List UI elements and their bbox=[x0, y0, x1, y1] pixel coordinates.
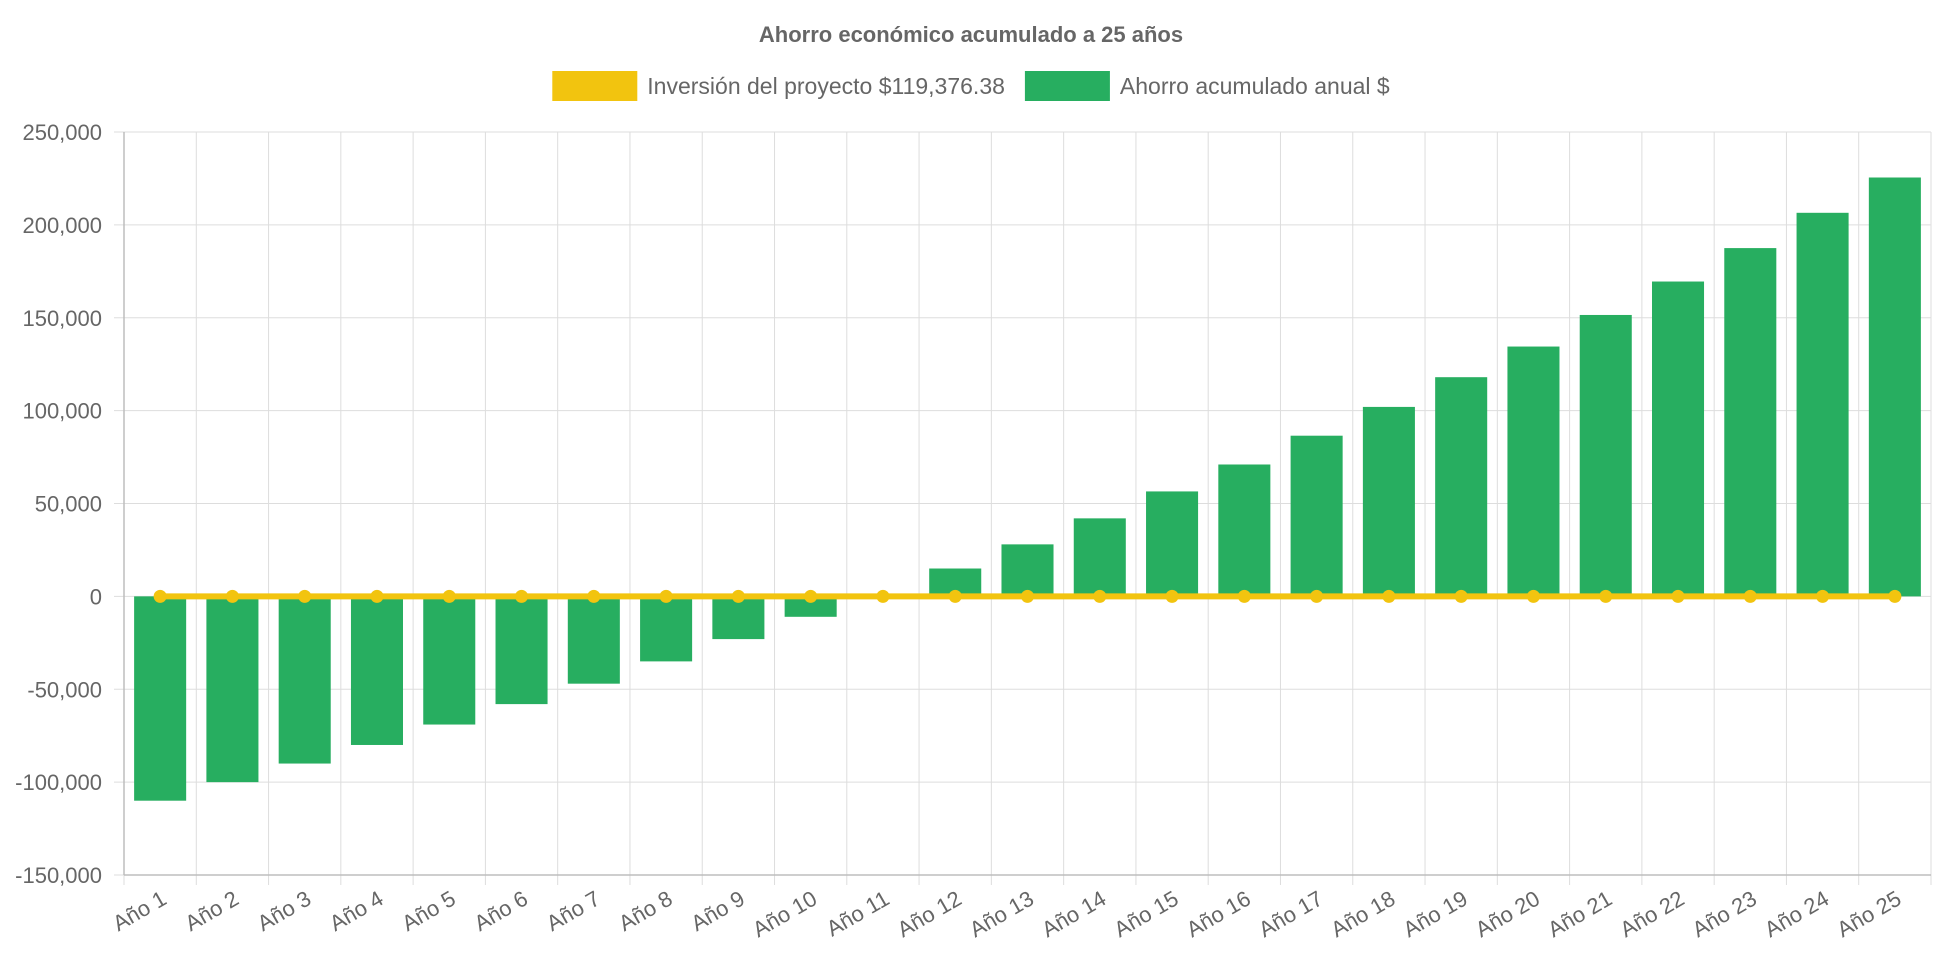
bar-9 bbox=[712, 596, 765, 640]
x-tick-label: Año 8 bbox=[614, 886, 676, 936]
legend-item[interactable]: Ahorro acumulado anual $ bbox=[1024, 71, 1390, 101]
bar-2 bbox=[206, 596, 259, 783]
y-tick-label: 100,000 bbox=[22, 399, 102, 424]
bar-6 bbox=[495, 596, 548, 705]
y-tick-label: 0 bbox=[90, 584, 102, 609]
bar-24 bbox=[1796, 212, 1849, 597]
y-tick-label: -100,000 bbox=[15, 770, 102, 795]
x-tick-label: Año 18 bbox=[1327, 886, 1400, 943]
x-tick-label: Año 5 bbox=[397, 886, 459, 936]
line-point-16 bbox=[1237, 589, 1251, 603]
line-point-15 bbox=[1165, 589, 1179, 603]
legend: Inversión del proyecto $119,376.38 Ahorro… bbox=[552, 71, 1390, 101]
x-tick-label: Año 25 bbox=[1832, 886, 1905, 943]
y-tick-label: -150,000 bbox=[15, 863, 102, 888]
bar-8 bbox=[640, 596, 693, 662]
x-tick-label: Año 19 bbox=[1399, 886, 1472, 943]
line-point-25 bbox=[1888, 589, 1902, 603]
line-point-10 bbox=[804, 589, 818, 603]
line-point-7 bbox=[587, 589, 601, 603]
bar-4 bbox=[350, 596, 404, 745]
legend-label: Inversión del proyecto $119,376.38 bbox=[647, 73, 1005, 99]
x-tick-label: Año 21 bbox=[1543, 886, 1616, 943]
bar-series bbox=[134, 177, 1921, 801]
line-point-6 bbox=[515, 589, 529, 603]
x-tick-label: Año 13 bbox=[965, 886, 1038, 943]
x-tick-label: Año 15 bbox=[1110, 886, 1183, 943]
legend-swatch bbox=[552, 71, 638, 101]
line-point-20 bbox=[1526, 589, 1540, 603]
bar-23 bbox=[1724, 248, 1777, 597]
x-tick-label: Año 14 bbox=[1037, 886, 1110, 943]
bar-3 bbox=[278, 596, 331, 764]
line-point-23 bbox=[1743, 589, 1757, 603]
x-tick-label: Año 16 bbox=[1182, 886, 1255, 943]
bar-14 bbox=[1073, 518, 1126, 597]
x-tick-label: Año 10 bbox=[748, 886, 821, 943]
line-point-4 bbox=[370, 589, 384, 603]
x-tick-label: Año 22 bbox=[1616, 886, 1689, 943]
line-point-13 bbox=[1021, 589, 1034, 603]
x-axis: Año 1 Año 2 Año 3 Año 4 Año 5 Año 6 Año 7 Año 8… bbox=[108, 886, 1905, 943]
bar-19 bbox=[1435, 377, 1488, 597]
y-tick-label: 200,000 bbox=[22, 213, 102, 238]
chart-title: Ahorro económico acumulado a 25 años bbox=[759, 22, 1183, 47]
x-tick-label: Año 9 bbox=[687, 886, 749, 936]
x-tick-label: Año 6 bbox=[470, 886, 532, 936]
bar-13 bbox=[1001, 544, 1054, 597]
y-tick-label: 150,000 bbox=[22, 306, 102, 331]
legend-item[interactable]: Inversión del proyecto $119,376.38 bbox=[552, 71, 1005, 101]
line-point-21 bbox=[1599, 589, 1613, 603]
y-tick-label: 50,000 bbox=[35, 492, 102, 517]
x-tick-label: Año 4 bbox=[325, 886, 387, 936]
x-tick-label: Año 24 bbox=[1760, 886, 1833, 943]
line-point-14 bbox=[1093, 589, 1107, 603]
x-tick-label: Año 2 bbox=[181, 886, 243, 936]
line-series bbox=[153, 589, 1902, 603]
y-tick-label: 250,000 bbox=[22, 120, 102, 145]
x-tick-label: Año 23 bbox=[1688, 886, 1761, 943]
x-tick-label: Año 3 bbox=[253, 886, 315, 936]
line-point-2 bbox=[225, 589, 239, 603]
line-point-19 bbox=[1454, 589, 1468, 603]
legend-label: Ahorro acumulado anual $ bbox=[1120, 73, 1390, 99]
bar-1 bbox=[134, 596, 187, 801]
x-tick-label: Año 1 bbox=[108, 886, 170, 936]
line-point-1 bbox=[153, 589, 167, 603]
x-tick-label: Año 12 bbox=[893, 886, 966, 943]
bar-20 bbox=[1507, 346, 1560, 597]
bar-25 bbox=[1868, 177, 1921, 597]
bar-10 bbox=[784, 596, 837, 617]
bar-18 bbox=[1362, 406, 1415, 597]
x-tick-label: Año 17 bbox=[1254, 886, 1327, 943]
line-point-8 bbox=[659, 589, 673, 603]
line-point-24 bbox=[1816, 589, 1830, 603]
line-point-22 bbox=[1671, 589, 1685, 603]
line-point-5 bbox=[442, 589, 456, 603]
x-tick-label: Año 11 bbox=[822, 886, 893, 942]
bar-22 bbox=[1651, 281, 1705, 597]
bar-5 bbox=[423, 596, 476, 725]
x-tick-label: Año 20 bbox=[1471, 886, 1544, 943]
bar-16 bbox=[1218, 464, 1271, 597]
bar-21 bbox=[1579, 314, 1632, 597]
line-point-18 bbox=[1382, 589, 1396, 603]
y-axis: -150,000 -100,000 -50,000 0 50,000 100,000 150… bbox=[15, 120, 102, 888]
x-tick-label: Año 7 bbox=[542, 886, 604, 936]
line-point-9 bbox=[731, 589, 745, 603]
bar-17 bbox=[1290, 435, 1343, 597]
legend-swatch bbox=[1024, 71, 1110, 101]
line-point-12 bbox=[948, 589, 962, 603]
line-point-17 bbox=[1310, 589, 1324, 603]
y-tick-label: -50,000 bbox=[27, 677, 102, 702]
line-point-3 bbox=[298, 589, 312, 603]
bar-7 bbox=[567, 596, 620, 684]
line-point-11 bbox=[876, 589, 890, 603]
bar-15 bbox=[1146, 491, 1199, 597]
